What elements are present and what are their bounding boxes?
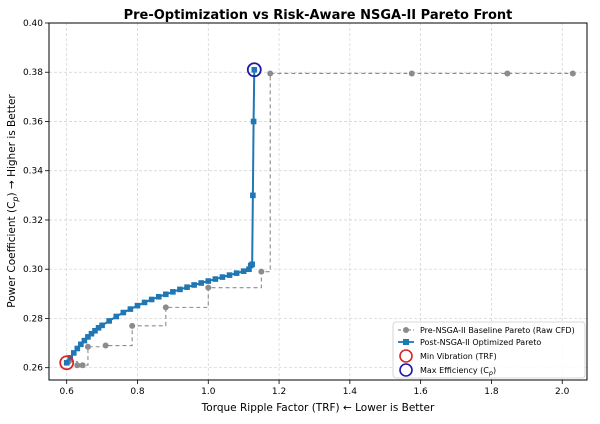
baseline-point [569,70,576,77]
baseline-point [504,70,511,77]
legend-entry-optimized: Post-NSGA-II Optimized Pareto [398,338,541,347]
legend-optimized-label: Post-NSGA-II Optimized Pareto [420,338,541,347]
y-tick-label: 0.32 [23,216,43,226]
y-axis-label: Power Coefficient (Cp) → Higher is Bette… [6,94,20,308]
baseline-point [408,70,415,77]
y-axis-label-suffix: ) → Higher is Better [6,94,18,197]
optimized-point [85,334,91,340]
optimized-point [163,291,169,298]
x-tick-label: 1.0 [201,387,216,397]
optimized-point [250,192,256,199]
optimized-point [92,327,98,334]
optimized-point [78,341,84,348]
optimized-point [134,302,141,309]
optimized-point [170,289,176,295]
baseline-point [258,268,265,275]
baseline-point [79,362,86,369]
optimized-point [106,318,112,324]
optimized-point [70,350,77,356]
grid-layer [49,22,587,380]
legend-min-vibration-marker [399,349,413,363]
x-tick-label: 1.2 [272,387,286,397]
optimized-point [120,309,127,316]
legend-max-efficiency-label: Max Efficiency (Cp) [420,366,496,377]
optimized-point [99,322,105,329]
x-axis-label: Torque Ripple Factor (TRF) ← Lower is Be… [201,402,435,414]
legend-box [392,321,586,379]
baseline-point [102,342,109,349]
optimized-point [148,296,155,303]
baseline-series-line [68,72,573,366]
optimized-point [74,345,81,352]
optimized-point [212,276,219,282]
y-tick-label: 0.28 [23,314,43,324]
y-tick-label: 0.38 [23,68,43,78]
optimized-point [226,272,233,278]
optimized-point [155,293,162,300]
legend-min-vibration-label: Min Vibration (TRF) [420,352,497,361]
x-tick-label: 1.4 [343,387,358,397]
y-tick-label: 0.36 [23,117,43,127]
y-axis-label-prefix: Power Coefficient (C [6,202,18,308]
y-tick-label: 0.30 [23,265,43,275]
optimized-point [127,306,134,312]
baseline-point [129,322,136,329]
optimized-point [198,280,204,286]
legend-entry-min-vibration: Min Vibration (TRF) [399,349,497,363]
x-tick-label: 0.8 [130,387,145,397]
optimized-point [219,274,226,280]
optimized-point [81,337,88,344]
baseline-point [74,362,81,369]
optimized-point [246,266,252,273]
legend-max-efficiency-label-suffix: ) [493,366,496,375]
series-layer [63,66,576,369]
baseline-point [84,343,91,350]
legend-baseline-label: Pre-NSGA-II Baseline Pareto (Raw CFD) [420,326,575,335]
x-tick-label: 2.0 [555,387,570,397]
x-tick-label: 0.6 [60,387,75,397]
plot-frame [48,22,588,381]
baseline-point [205,284,212,291]
highlight-layer [59,62,262,371]
legend-entry-baseline: Pre-NSGA-II Baseline Pareto (Raw CFD) [398,326,575,335]
optimized-point [233,270,240,276]
optimized-point [205,278,212,284]
optimized-point [88,330,95,337]
min-vibration-highlight [59,355,75,371]
legend: Pre-NSGA-II Baseline Pareto (Raw CFD) Po… [392,321,586,379]
legend-max-efficiency-label-prefix: Max Efficiency (C [420,366,489,375]
baseline-point [267,70,274,77]
tick-layer: 0.6 0.8 1.0 1.2 1.4 1.6 1.8 2.0 0.26 0.28 0.30 0.32… [23,19,570,397]
y-tick-label: 0.34 [23,167,43,177]
optimized-point [63,359,70,366]
y-tick-label: 0.26 [23,364,43,374]
optimized-point [191,282,197,288]
baseline-point [162,304,169,311]
legend-optimized-marker [403,339,409,345]
legend-entry-max-efficiency: Max Efficiency (Cp) [399,363,496,377]
optimized-point [240,268,247,274]
optimized-point [251,66,258,73]
legend-baseline-marker [403,327,409,333]
y-tick-label: 0.40 [23,19,43,29]
chart-title: Pre-Optimization vs Risk-Aware NSGA-II P… [124,8,513,23]
optimized-point [95,325,102,331]
max-efficiency-highlight [246,62,262,78]
optimized-point [249,261,255,268]
legend-max-efficiency-marker [399,363,413,377]
optimized-point [250,118,257,125]
optimized-point [113,313,120,320]
optimized-point [177,286,183,293]
optimized-point [141,299,148,306]
y-axis-label-sub: p [11,197,20,203]
x-tick-label: 1.8 [484,387,499,397]
legend-max-efficiency-label-sub: p [488,369,493,377]
x-tick-label: 1.6 [413,387,428,397]
optimized-point [184,284,190,290]
